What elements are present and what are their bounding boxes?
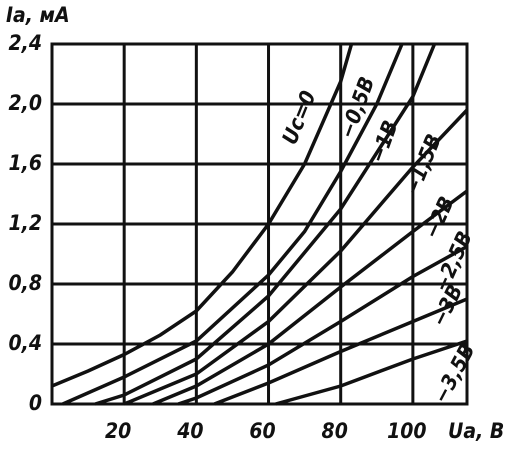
curve	[275, 339, 468, 406]
y-tick-label: 0,8	[9, 271, 42, 295]
curve	[62, 43, 404, 406]
curve	[213, 297, 468, 406]
x-tick-label: 80	[322, 419, 348, 443]
y-axis-label: Iа, мА	[6, 3, 70, 27]
curve	[123, 108, 469, 406]
x-tick-label: 20	[105, 419, 131, 443]
x-axis-label: Uа, В	[448, 419, 504, 443]
y-tick-label: 1,6	[9, 151, 42, 175]
y-tick-label: 1,2	[9, 211, 42, 235]
y-tick-label: 0,4	[9, 331, 42, 355]
curve	[152, 189, 469, 406]
series-label: −1В	[365, 117, 402, 166]
y-tick-label: 0	[29, 391, 42, 415]
curve	[177, 244, 468, 406]
x-tick-label: 60	[249, 419, 275, 443]
x-tick-label: 100	[387, 419, 426, 443]
curve	[94, 43, 437, 406]
curve	[51, 43, 354, 388]
y-tick-label: 2,0	[9, 91, 42, 115]
x-tick-label: 40	[176, 419, 203, 443]
y-tick-label: 2,4	[9, 31, 42, 55]
